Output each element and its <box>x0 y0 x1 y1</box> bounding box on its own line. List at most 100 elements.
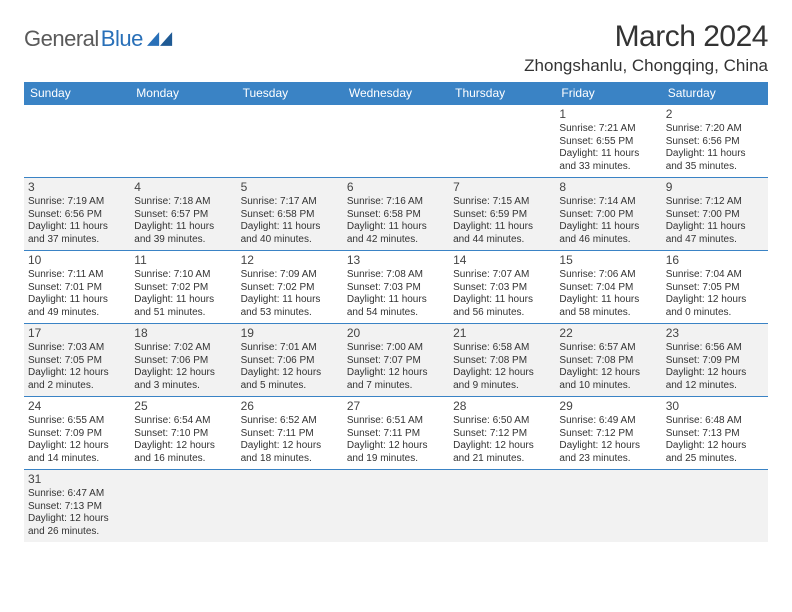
day-number: 31 <box>28 472 126 487</box>
daylight-line: Daylight: 12 hours and 10 minutes. <box>559 367 657 392</box>
sunrise-line: Sunrise: 7:10 AM <box>134 269 232 282</box>
day-number: 21 <box>453 326 551 341</box>
day-number: 2 <box>666 107 764 122</box>
daylight-line: Daylight: 11 hours and 33 minutes. <box>559 148 657 173</box>
day-number: 9 <box>666 180 764 195</box>
calendar-day-cell: 17Sunrise: 7:03 AMSunset: 7:05 PMDayligh… <box>24 324 130 397</box>
sunset-line: Sunset: 7:13 PM <box>666 428 764 441</box>
sunset-line: Sunset: 7:01 PM <box>28 282 126 295</box>
daylight-line: Daylight: 12 hours and 19 minutes. <box>347 440 445 465</box>
sunset-line: Sunset: 6:56 PM <box>666 136 764 149</box>
day-number: 25 <box>134 399 232 414</box>
calendar-day-cell <box>130 105 236 178</box>
calendar-day-cell: 31Sunrise: 6:47 AMSunset: 7:13 PMDayligh… <box>24 470 130 543</box>
sunset-line: Sunset: 7:02 PM <box>241 282 339 295</box>
daylight-line: Daylight: 11 hours and 46 minutes. <box>559 221 657 246</box>
day-number: 6 <box>347 180 445 195</box>
sunset-line: Sunset: 6:58 PM <box>241 209 339 222</box>
sunrise-line: Sunrise: 6:55 AM <box>28 415 126 428</box>
calendar-day-cell: 15Sunrise: 7:06 AMSunset: 7:04 PMDayligh… <box>555 251 661 324</box>
daylight-line: Daylight: 12 hours and 0 minutes. <box>666 294 764 319</box>
logo-text-blue: Blue <box>101 26 143 52</box>
calendar-week-row: 3Sunrise: 7:19 AMSunset: 6:56 PMDaylight… <box>24 178 768 251</box>
sunrise-line: Sunrise: 6:56 AM <box>666 342 764 355</box>
calendar-day-cell <box>343 470 449 543</box>
calendar-day-cell: 2Sunrise: 7:20 AMSunset: 6:56 PMDaylight… <box>662 105 768 178</box>
day-number: 14 <box>453 253 551 268</box>
calendar-day-cell: 8Sunrise: 7:14 AMSunset: 7:00 PMDaylight… <box>555 178 661 251</box>
title-block: March 2024 Zhongshanlu, Chongqing, China <box>524 20 768 76</box>
calendar-day-cell: 28Sunrise: 6:50 AMSunset: 7:12 PMDayligh… <box>449 397 555 470</box>
daylight-line: Daylight: 12 hours and 14 minutes. <box>28 440 126 465</box>
daylight-line: Daylight: 12 hours and 5 minutes. <box>241 367 339 392</box>
sunset-line: Sunset: 7:13 PM <box>28 501 126 514</box>
logo: General Blue <box>24 20 173 52</box>
daylight-line: Daylight: 12 hours and 26 minutes. <box>28 513 126 538</box>
sunrise-line: Sunrise: 7:08 AM <box>347 269 445 282</box>
day-number: 20 <box>347 326 445 341</box>
sunset-line: Sunset: 7:11 PM <box>241 428 339 441</box>
daylight-line: Daylight: 12 hours and 23 minutes. <box>559 440 657 465</box>
daylight-line: Daylight: 11 hours and 42 minutes. <box>347 221 445 246</box>
calendar-head: SundayMondayTuesdayWednesdayThursdayFrid… <box>24 82 768 105</box>
sunrise-line: Sunrise: 7:02 AM <box>134 342 232 355</box>
calendar-day-cell: 5Sunrise: 7:17 AMSunset: 6:58 PMDaylight… <box>237 178 343 251</box>
calendar-day-cell: 7Sunrise: 7:15 AMSunset: 6:59 PMDaylight… <box>449 178 555 251</box>
calendar-day-cell: 18Sunrise: 7:02 AMSunset: 7:06 PMDayligh… <box>130 324 236 397</box>
day-number: 13 <box>347 253 445 268</box>
daylight-line: Daylight: 11 hours and 54 minutes. <box>347 294 445 319</box>
day-number: 3 <box>28 180 126 195</box>
sunrise-line: Sunrise: 6:54 AM <box>134 415 232 428</box>
sunset-line: Sunset: 7:02 PM <box>134 282 232 295</box>
sunset-line: Sunset: 7:11 PM <box>347 428 445 441</box>
weekday-header: Wednesday <box>343 82 449 105</box>
sunrise-line: Sunrise: 6:49 AM <box>559 415 657 428</box>
day-number: 22 <box>559 326 657 341</box>
sunset-line: Sunset: 7:12 PM <box>453 428 551 441</box>
calendar-day-cell <box>343 105 449 178</box>
sunrise-line: Sunrise: 7:16 AM <box>347 196 445 209</box>
calendar-week-row: 31Sunrise: 6:47 AMSunset: 7:13 PMDayligh… <box>24 470 768 543</box>
sunrise-line: Sunrise: 7:18 AM <box>134 196 232 209</box>
calendar-day-cell <box>24 105 130 178</box>
daylight-line: Daylight: 12 hours and 21 minutes. <box>453 440 551 465</box>
daylight-line: Daylight: 11 hours and 58 minutes. <box>559 294 657 319</box>
sunset-line: Sunset: 7:08 PM <box>559 355 657 368</box>
calendar-week-row: 1Sunrise: 7:21 AMSunset: 6:55 PMDaylight… <box>24 105 768 178</box>
calendar-day-cell: 30Sunrise: 6:48 AMSunset: 7:13 PMDayligh… <box>662 397 768 470</box>
day-number: 27 <box>347 399 445 414</box>
calendar-week-row: 17Sunrise: 7:03 AMSunset: 7:05 PMDayligh… <box>24 324 768 397</box>
sunrise-line: Sunrise: 7:20 AM <box>666 123 764 136</box>
daylight-line: Daylight: 12 hours and 7 minutes. <box>347 367 445 392</box>
day-number: 15 <box>559 253 657 268</box>
sunrise-line: Sunrise: 6:47 AM <box>28 488 126 501</box>
sunset-line: Sunset: 7:09 PM <box>28 428 126 441</box>
sunset-line: Sunset: 7:05 PM <box>666 282 764 295</box>
calendar-day-cell: 29Sunrise: 6:49 AMSunset: 7:12 PMDayligh… <box>555 397 661 470</box>
sunrise-line: Sunrise: 7:03 AM <box>28 342 126 355</box>
daylight-line: Daylight: 11 hours and 56 minutes. <box>453 294 551 319</box>
sunset-line: Sunset: 7:08 PM <box>453 355 551 368</box>
location: Zhongshanlu, Chongqing, China <box>524 56 768 76</box>
calendar-day-cell: 16Sunrise: 7:04 AMSunset: 7:05 PMDayligh… <box>662 251 768 324</box>
day-number: 10 <box>28 253 126 268</box>
daylight-line: Daylight: 11 hours and 35 minutes. <box>666 148 764 173</box>
sunset-line: Sunset: 7:03 PM <box>347 282 445 295</box>
sunset-line: Sunset: 6:59 PM <box>453 209 551 222</box>
calendar-day-cell <box>449 105 555 178</box>
day-number: 7 <box>453 180 551 195</box>
calendar-day-cell: 3Sunrise: 7:19 AMSunset: 6:56 PMDaylight… <box>24 178 130 251</box>
sunrise-line: Sunrise: 7:19 AM <box>28 196 126 209</box>
calendar-day-cell: 10Sunrise: 7:11 AMSunset: 7:01 PMDayligh… <box>24 251 130 324</box>
sunset-line: Sunset: 7:09 PM <box>666 355 764 368</box>
calendar-day-cell: 19Sunrise: 7:01 AMSunset: 7:06 PMDayligh… <box>237 324 343 397</box>
sunset-line: Sunset: 6:55 PM <box>559 136 657 149</box>
day-number: 26 <box>241 399 339 414</box>
calendar-day-cell: 23Sunrise: 6:56 AMSunset: 7:09 PMDayligh… <box>662 324 768 397</box>
calendar-table: SundayMondayTuesdayWednesdayThursdayFrid… <box>24 82 768 542</box>
sunset-line: Sunset: 7:04 PM <box>559 282 657 295</box>
day-number: 19 <box>241 326 339 341</box>
day-number: 29 <box>559 399 657 414</box>
sunrise-line: Sunrise: 7:07 AM <box>453 269 551 282</box>
sunset-line: Sunset: 6:57 PM <box>134 209 232 222</box>
